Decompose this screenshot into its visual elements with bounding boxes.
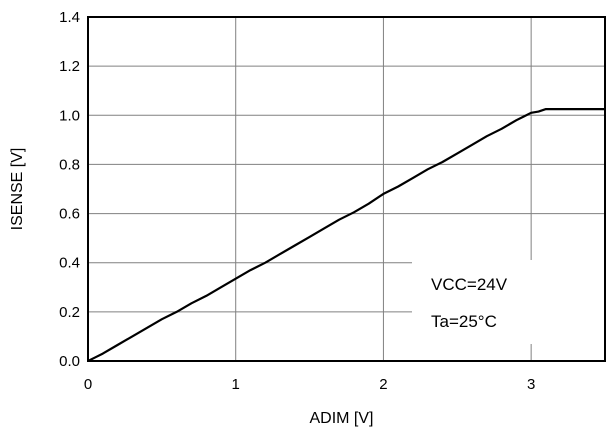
y-axis-label: ISENSE [V] bbox=[9, 148, 26, 231]
plot-frame bbox=[87, 16, 606, 362]
annotation-vcc: VCC=24V bbox=[431, 275, 508, 294]
y-tick-label: 1.0 bbox=[59, 107, 80, 124]
x-tick-label: 2 bbox=[379, 376, 387, 393]
y-tick-label: 0.6 bbox=[59, 206, 80, 223]
series-line bbox=[87, 107, 605, 362]
y-tick-label: 1.2 bbox=[59, 58, 80, 75]
y-tick-label: 0.2 bbox=[59, 304, 80, 321]
y-tick-label: 1.4 bbox=[59, 9, 80, 26]
annotation-box bbox=[412, 260, 605, 344]
x-tick-label: 1 bbox=[232, 376, 240, 393]
x-axis-label: ADIM [V] bbox=[309, 410, 373, 427]
grid bbox=[88, 17, 605, 361]
x-tick-label: 0 bbox=[84, 376, 92, 393]
y-tick-label: 0.8 bbox=[59, 156, 80, 173]
x-tick-label: 3 bbox=[527, 376, 535, 393]
y-tick-label: 0.4 bbox=[59, 255, 80, 272]
y-tick-labels: 0.0 0.2 0.4 0.6 0.8 1.0 1.2 1.4 bbox=[59, 9, 80, 370]
series-layer bbox=[87, 107, 605, 362]
y-tick-label: 0.0 bbox=[59, 353, 80, 370]
x-tick-labels: 0 1 2 3 bbox=[84, 376, 535, 393]
annotation-ta: Ta=25°C bbox=[431, 312, 497, 331]
